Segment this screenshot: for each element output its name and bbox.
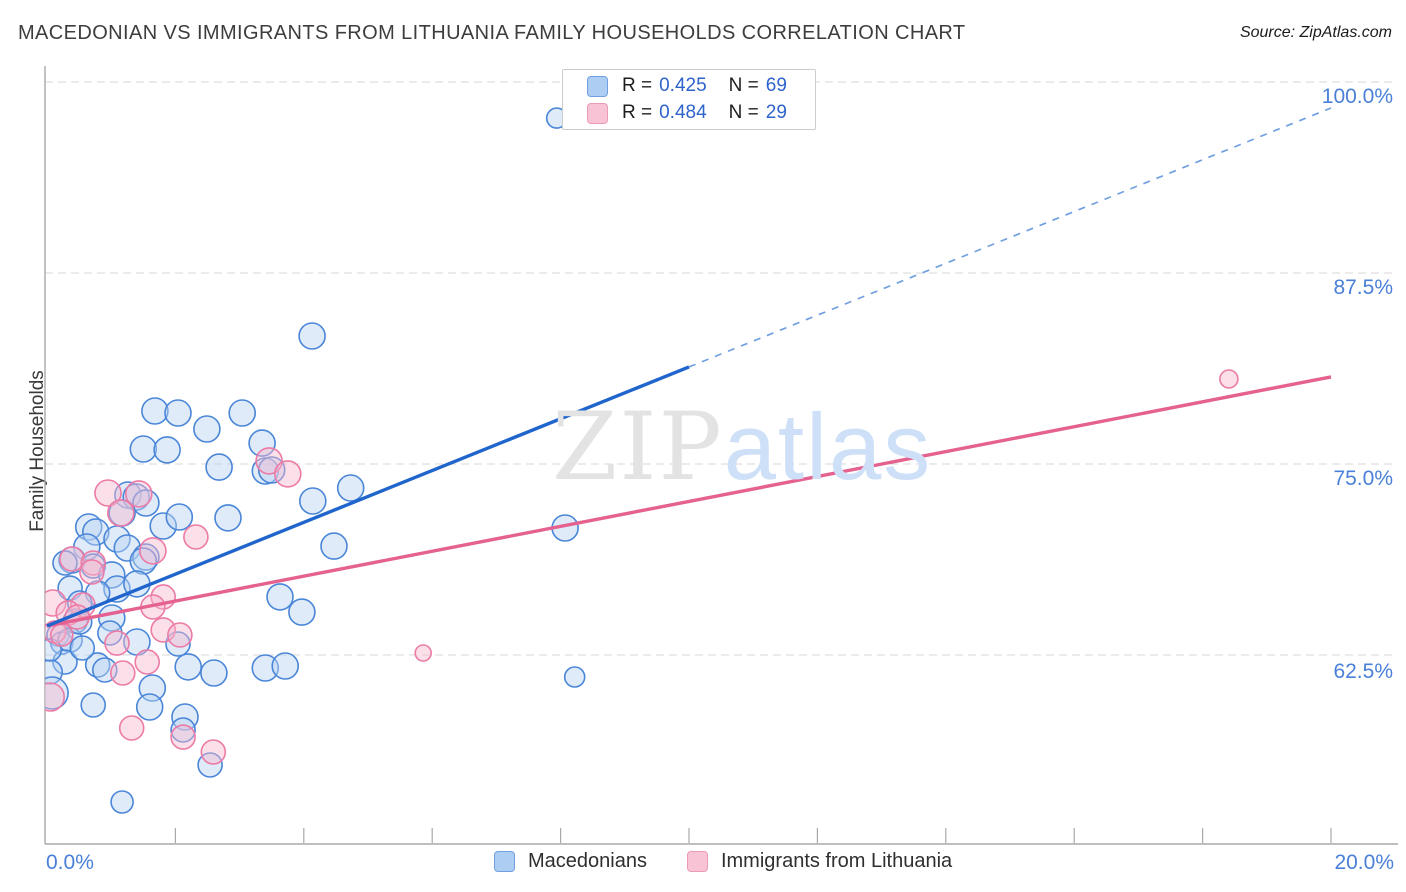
scatter-point-lithuania bbox=[183, 524, 209, 550]
scatter-point-lithuania bbox=[150, 617, 176, 643]
scatter-point-macedonians bbox=[129, 435, 158, 463]
scatter-point-macedonians bbox=[141, 397, 169, 425]
scatter-point-macedonians bbox=[129, 547, 158, 575]
scatter-point-macedonians bbox=[132, 489, 160, 517]
scatter-point-macedonians bbox=[45, 676, 69, 710]
scatter-point-macedonians bbox=[135, 693, 164, 721]
scatter-point-macedonians bbox=[298, 322, 326, 350]
y-tick-62-5: 62.5% bbox=[1333, 660, 1393, 683]
scatter-point-lithuania bbox=[134, 649, 160, 675]
scatter-point-lithuania bbox=[80, 550, 106, 576]
macedonians-swatch bbox=[494, 851, 515, 872]
scatter-point-lithuania bbox=[200, 739, 227, 765]
scatter-point-lithuania bbox=[94, 479, 122, 507]
trend-lines bbox=[46, 107, 1332, 628]
r-label: R = bbox=[622, 75, 653, 96]
y-tick-75: 75.0% bbox=[1333, 467, 1393, 490]
scatter-point-lithuania bbox=[45, 589, 67, 617]
scatter-point-macedonians bbox=[248, 429, 276, 457]
scatter-point-macedonians bbox=[174, 653, 202, 681]
scatter-point-macedonians bbox=[251, 654, 280, 682]
scatter-point-macedonians bbox=[200, 659, 228, 687]
scatter-point-lithuania bbox=[104, 630, 130, 656]
scatter-point-lithuania bbox=[255, 447, 283, 475]
r-value-macedonians: 0.425 bbox=[659, 75, 707, 96]
lithuania-label: Immigrants from Lithuania bbox=[720, 850, 953, 872]
n-label: N = bbox=[728, 75, 759, 96]
scatter-point-macedonians bbox=[271, 652, 300, 680]
scatter-point-macedonians bbox=[336, 474, 365, 502]
scatter-point-macedonians bbox=[214, 504, 242, 532]
scatter-point-lithuania bbox=[139, 537, 167, 565]
scatter-point-lithuania bbox=[45, 682, 65, 712]
n-value-macedonians: 69 bbox=[765, 75, 787, 96]
r-label: R = bbox=[622, 102, 653, 123]
scatter-point-macedonians bbox=[257, 456, 286, 484]
x-tick-0: 0.0% bbox=[46, 851, 94, 874]
lithuania-swatch bbox=[686, 851, 708, 872]
legend-swatch-macedonians bbox=[587, 75, 608, 97]
scatter-point-lithuania bbox=[49, 623, 74, 647]
scatter-point-macedonians bbox=[69, 635, 96, 661]
scatter-point-lithuania bbox=[167, 622, 193, 648]
scatter-point-macedonians bbox=[165, 503, 194, 531]
scatter-point-macedonians bbox=[98, 561, 126, 589]
scatter-point-macedonians bbox=[84, 652, 111, 678]
scatter-point-macedonians bbox=[170, 717, 196, 743]
legend-swatch-lithuania bbox=[587, 102, 608, 124]
scatter-points bbox=[45, 107, 1239, 814]
source-label: Source: ZipAtlas.com bbox=[1239, 24, 1392, 41]
scatter-point-lithuania bbox=[414, 644, 433, 662]
r-value-lithuania: 0.484 bbox=[659, 102, 707, 123]
scatter-point-macedonians bbox=[288, 598, 316, 626]
scatter-point-lithuania bbox=[273, 460, 302, 488]
legend-row-lithuania: R = 0.484 N = 29 bbox=[587, 102, 815, 124]
scatter-point-macedonians bbox=[228, 399, 256, 427]
scatter-point-macedonians bbox=[149, 512, 177, 540]
n-value-lithuania: 29 bbox=[765, 102, 787, 123]
scatter-point-lithuania bbox=[110, 660, 136, 686]
x-tick-20: 20.0% bbox=[1334, 851, 1394, 874]
scatter-point-macedonians bbox=[205, 453, 233, 481]
scatter-point-lithuania bbox=[59, 546, 85, 572]
scatter-point-macedonians bbox=[164, 399, 192, 427]
bottom-legend-item-lithuania: Immigrants from Lithuania bbox=[686, 850, 953, 873]
y-tick-87-5: 87.5% bbox=[1333, 276, 1393, 299]
macedonians-label: Macedonians bbox=[528, 850, 647, 872]
trend-line-macedonians-projection bbox=[688, 107, 1332, 368]
scatter-point-macedonians bbox=[153, 436, 181, 464]
scatter-point-macedonians bbox=[193, 415, 221, 443]
legend-box: R = 0.425 N = 69 R = 0.484 N = 29 bbox=[562, 69, 816, 130]
scatter-point-macedonians bbox=[320, 532, 348, 560]
bottom-legend-item-macedonians: Macedonians bbox=[494, 850, 647, 873]
legend-row-macedonians: R = 0.425 N = 69 bbox=[587, 75, 815, 97]
scatter-point-macedonians bbox=[298, 487, 327, 515]
scatter-point-lithuania bbox=[170, 724, 196, 750]
scatter-point-macedonians bbox=[266, 583, 294, 611]
page-title: MACEDONIAN VS IMMIGRANTS FROM LITHUANIA … bbox=[18, 22, 966, 44]
scatter-point-macedonians bbox=[57, 575, 83, 601]
scatter-point-macedonians bbox=[80, 692, 106, 718]
scatter-point-macedonians bbox=[171, 703, 199, 731]
y-tick-100: 100.0% bbox=[1321, 85, 1393, 108]
scatter-point-macedonians bbox=[563, 666, 586, 688]
scatter-point-lithuania bbox=[107, 499, 135, 527]
scatter-point-lithuania bbox=[1219, 369, 1239, 389]
trend-line-lithuania bbox=[46, 375, 1332, 628]
scatter-point-macedonians bbox=[52, 550, 78, 576]
scatter-point-lithuania bbox=[118, 715, 145, 741]
scatter-point-macedonians bbox=[82, 518, 110, 546]
bottom-legend: Macedonians Immigrants from Lithuania bbox=[494, 850, 952, 873]
scatter-point-lithuania bbox=[125, 480, 153, 508]
scatter-point-lithuania bbox=[79, 559, 105, 585]
n-label: N = bbox=[728, 102, 759, 123]
trend-line-macedonians-solid bbox=[46, 365, 690, 628]
scatter-point-macedonians bbox=[110, 790, 134, 814]
